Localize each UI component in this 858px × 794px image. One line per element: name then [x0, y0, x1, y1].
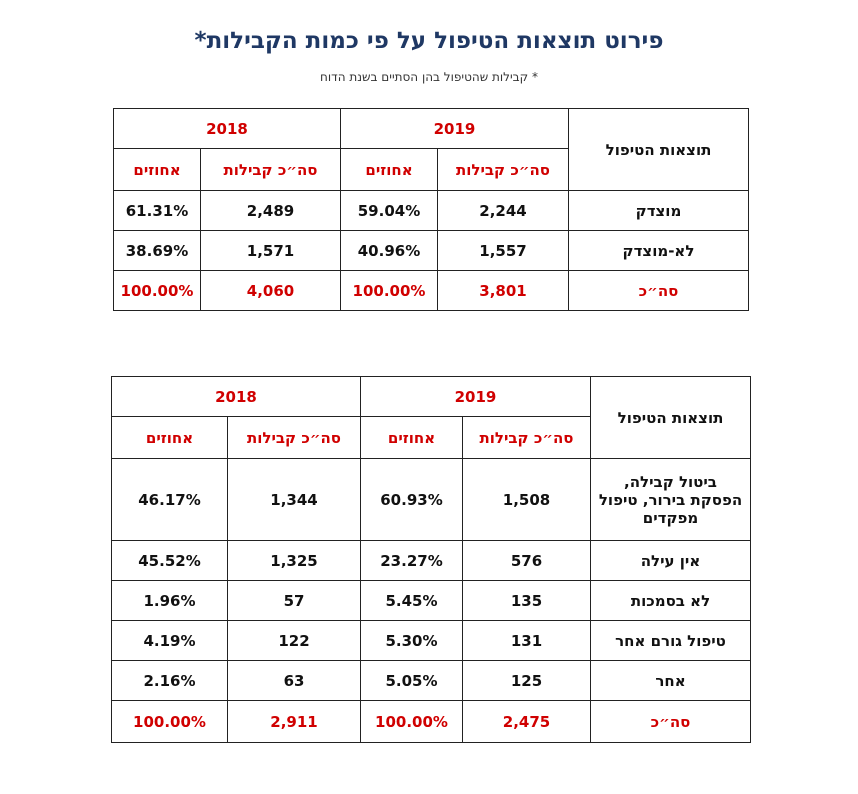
cell: 57	[227, 580, 361, 621]
cell: 2,911	[227, 700, 361, 743]
cell: 61.31%	[113, 190, 201, 231]
cell: 2,475	[462, 700, 591, 743]
data-row: אחר 125 5.05% 63 2.16%	[111, 660, 751, 701]
cell: 2.16%	[111, 660, 228, 701]
cell: 1,325	[227, 540, 361, 581]
cell: 59.04%	[340, 190, 438, 231]
header-row: סה״כ קבילות אחוזים סה״כ קבילות אחוזים	[113, 148, 749, 191]
cell: 100.00%	[360, 700, 463, 743]
data-row: לא בסמכות 135 5.45% 57 1.96%	[111, 580, 751, 621]
cell: 38.69%	[113, 230, 201, 271]
row-label: אין עילה	[590, 540, 751, 581]
column-header: סה״כ קבילות	[462, 416, 591, 459]
cell: 5.30%	[360, 620, 463, 661]
cell: 63	[227, 660, 361, 701]
cell: 1,571	[200, 230, 341, 271]
results-table: תוצאות הטיפול 2019 2018 סה״כ קבילות אחוזים סה…	[113, 108, 749, 311]
row-label: סה״כ	[590, 700, 751, 743]
data-row: מוצדק 2,244 59.04% 2,489 61.31%	[113, 190, 749, 231]
column-header: סה״כ קבילות	[437, 148, 569, 191]
row-label-header: תוצאות הטיפול	[568, 108, 749, 191]
cell: 1,508	[462, 458, 591, 541]
cell: 122	[227, 620, 361, 661]
row-label: לא-מוצדק	[568, 230, 749, 271]
data-row: טיפול גורם אחר 131 5.30% 122 4.19%	[111, 620, 751, 661]
row-label: לא בסמכות	[590, 580, 751, 621]
subtitle: * קבילות שהטיפול בהן הסתיים בשנת הדוח	[320, 70, 538, 84]
title: פירוט תוצאות הטיפול על פי כמות הקבילות*	[194, 28, 664, 54]
row-label: ביטול קבילה, הפסקת בירור, טיפול מפקדים	[590, 458, 751, 541]
cell: 23.27%	[360, 540, 463, 581]
cell: 40.96%	[340, 230, 438, 271]
cell: 4,060	[200, 270, 341, 311]
cell: 5.05%	[360, 660, 463, 701]
results-table: תוצאות הטיפול 2019 2018 סה״כ קבילות אחוזים סה…	[111, 376, 751, 743]
cell: 2,244	[437, 190, 569, 231]
cell: 1,344	[227, 458, 361, 541]
column-header: אחוזים	[360, 416, 463, 459]
header-row: תוצאות הטיפול 2019 2018	[113, 108, 749, 191]
year-header: 2019	[340, 108, 569, 149]
data-row: ביטול קבילה, הפסקת בירור, טיפול מפקדים 1,…	[111, 458, 751, 541]
cell: 4.19%	[111, 620, 228, 661]
data-row: לא-מוצדק 1,557 40.96% 1,571 38.69%	[113, 230, 749, 271]
year-header: 2019	[360, 376, 591, 417]
cell: 125	[462, 660, 591, 701]
column-header: סה״כ קבילות	[200, 148, 341, 191]
cell: 2,489	[200, 190, 341, 231]
cell: 60.93%	[360, 458, 463, 541]
total-row: סה״כ 3,801 100.00% 4,060 100.00%	[113, 270, 749, 311]
cell: 100.00%	[113, 270, 201, 311]
header-row: תוצאות הטיפול 2019 2018	[111, 376, 751, 459]
cell: 576	[462, 540, 591, 581]
cell: 46.17%	[111, 458, 228, 541]
cell: 100.00%	[111, 700, 228, 743]
cell: 1.96%	[111, 580, 228, 621]
cell: 135	[462, 580, 591, 621]
column-header: אחוזים	[340, 148, 438, 191]
data-row: אין עילה 576 23.27% 1,325 45.52%	[111, 540, 751, 581]
year-header: 2018	[111, 376, 361, 417]
cell: 100.00%	[340, 270, 438, 311]
row-label: מוצדק	[568, 190, 749, 231]
cell: 45.52%	[111, 540, 228, 581]
row-label: אחר	[590, 660, 751, 701]
header-row: סה״כ קבילות אחוזים סה״כ קבילות אחוזים	[111, 416, 751, 459]
cell: 3,801	[437, 270, 569, 311]
column-header: סה״כ קבילות	[227, 416, 361, 459]
row-label: סה״כ	[568, 270, 749, 311]
column-header: אחוזים	[113, 148, 201, 191]
cell: 1,557	[437, 230, 569, 271]
cell: 5.45%	[360, 580, 463, 621]
column-header: אחוזים	[111, 416, 228, 459]
row-label: טיפול גורם אחר	[590, 620, 751, 661]
year-header: 2018	[113, 108, 341, 149]
total-row: סה״כ 2,475 100.00% 2,911 100.00%	[111, 700, 751, 743]
cell: 131	[462, 620, 591, 661]
row-label-header: תוצאות הטיפול	[590, 376, 751, 459]
